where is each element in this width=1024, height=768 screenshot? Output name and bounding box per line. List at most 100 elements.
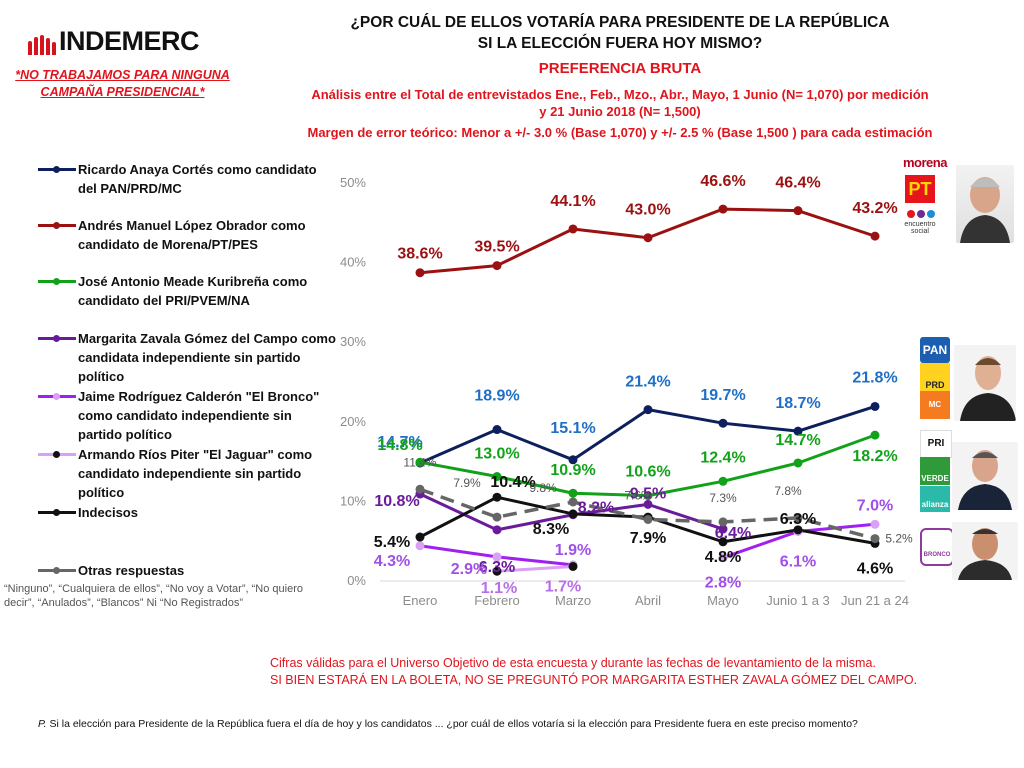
- data-point: [568, 497, 578, 507]
- data-label: 18.7%: [775, 395, 820, 412]
- candidate-photo-anaya: [954, 345, 1016, 421]
- data-label: 5.4%: [374, 534, 410, 551]
- x-tick-label: Marzo: [555, 593, 591, 608]
- data-point: [492, 472, 502, 482]
- data-label: 19.7%: [700, 387, 745, 404]
- candidate-photo-meade: [952, 442, 1018, 510]
- data-label: 6.1%: [780, 553, 816, 570]
- data-point: [643, 491, 653, 501]
- data-point: [718, 517, 728, 527]
- legend-line-marker-icon: [38, 509, 76, 516]
- data-point: [568, 488, 578, 498]
- otras-respuestas-note: “Ninguno”, “Cualquiera de ellos”, “No vo…: [4, 583, 303, 609]
- data-point: [415, 541, 425, 551]
- data-label: 4.3%: [374, 553, 410, 570]
- legend-line-marker-icon: [38, 393, 76, 400]
- data-label: 5.2%: [885, 532, 913, 546]
- data-label: 12.4%: [700, 449, 745, 466]
- data-point: [870, 401, 880, 411]
- legend-label: Jaime Rodríguez Calderón "El Bronco" com…: [78, 389, 320, 442]
- x-tick-label: Jun 21 a 24: [841, 593, 909, 608]
- validity-note: Cifras válidas para el Universo Objetivo…: [270, 655, 1010, 689]
- analysis-note: Análisis entre el Total de entrevistados…: [240, 86, 1000, 120]
- legend-label: Ricardo Anaya Cortés como candidato del …: [78, 162, 317, 196]
- title-line-1: ¿POR CUÁL DE ELLOS VOTARÍA PARA PRESIDEN…: [350, 14, 890, 31]
- data-point: [492, 525, 502, 535]
- data-point: [492, 261, 502, 271]
- data-label: 7.6%: [624, 489, 652, 503]
- data-label: 9.5%: [630, 485, 666, 502]
- data-point: [643, 405, 653, 415]
- data-point: [492, 512, 502, 522]
- legend-item-meade: José Antonio Meade Kuribreña como candid…: [38, 272, 338, 310]
- data-point: [870, 430, 880, 440]
- pan-logo: PAN: [920, 337, 950, 363]
- legend-item-jaguar: Armando Ríos Piter "El Jaguar" como cand…: [38, 445, 338, 502]
- data-point: [415, 484, 425, 494]
- data-point: [718, 524, 728, 534]
- y-tick-label: 20%: [340, 414, 366, 429]
- data-label: 13.0%: [474, 446, 519, 463]
- data-label: 10.6%: [625, 464, 670, 481]
- page-title: ¿POR CUÁL DE ELLOS VOTARÍA PARA PRESIDEN…: [280, 12, 960, 54]
- bronco-logo: BRONCO: [920, 528, 954, 566]
- data-point: [718, 476, 728, 486]
- legend-item-amlo: Andrés Manuel López Obrador como candida…: [38, 216, 338, 254]
- data-point: [793, 206, 803, 216]
- data-point: [718, 418, 728, 428]
- x-tick-label: Junio 1 a 3: [766, 593, 830, 608]
- data-point: [870, 231, 880, 241]
- y-axis-ticks: 0% 10% 20% 30% 40% 50%: [340, 175, 366, 588]
- legend-item-indecisos: Indecisos: [38, 503, 338, 522]
- y-tick-label: 0%: [347, 573, 366, 588]
- data-point: [415, 268, 425, 278]
- analysis-line-1: Análisis entre el Total de entrevistados…: [311, 87, 929, 102]
- legend-item-bronco: Jaime Rodríguez Calderón "El Bronco" com…: [38, 387, 338, 444]
- candidate-photo-amlo: [956, 165, 1014, 243]
- legend-label: Otras respuestas: [78, 563, 185, 578]
- prd-logo: PRD: [920, 363, 950, 391]
- legend-line-marker-icon: [38, 222, 76, 229]
- data-label: 1.1%: [481, 580, 517, 597]
- data-point: [870, 519, 880, 529]
- data-label: 8.3%: [533, 521, 569, 538]
- data-point: [643, 499, 653, 509]
- data-point: [718, 553, 728, 563]
- data-label: 6.3%: [479, 559, 515, 576]
- data-label: 39.5%: [474, 239, 519, 256]
- pt-logo: PT: [905, 175, 935, 203]
- data-label: 18.2%: [852, 448, 897, 465]
- pes-dots-icon: [906, 207, 936, 219]
- pes-logo: encuentro social: [904, 221, 936, 235]
- data-label: 18.9%: [474, 388, 519, 405]
- data-point: [793, 525, 803, 535]
- data-point: [415, 532, 425, 542]
- data-label: 7.8%: [774, 484, 802, 498]
- legend-item-otras: Otras respuestas: [38, 561, 338, 580]
- data-point: [793, 426, 803, 436]
- series-labels: 14.7% 18.9% 15.1% 21.4% 19.7% 18.7% 21.8% 38.6%…: [374, 173, 913, 597]
- logo-bars-icon: [28, 35, 56, 55]
- data-label: 7.9%: [453, 476, 481, 490]
- data-label: 7.9%: [630, 530, 666, 547]
- disclaimer: *NO TRABAJAMOS PARA NINGUNA CAMPAÑA PRES…: [15, 68, 230, 99]
- pri-pvem-na-group: PRI VERDE alianza: [918, 430, 1024, 520]
- mc-logo: MC: [920, 391, 950, 419]
- legend-line-marker-icon: [38, 166, 76, 173]
- pan-prd-mc-group: PAN PRD MC: [918, 337, 1024, 427]
- x-axis-ticks: Enero Febrero Marzo Abril Mayo Junio 1 a 3 Jun…: [403, 593, 909, 608]
- data-label: 11.4%: [403, 455, 436, 469]
- survey-question: P. Si la elección para Presidente de la …: [38, 718, 1018, 730]
- data-point: [870, 534, 880, 544]
- x-tick-label: Mayo: [707, 593, 739, 608]
- data-point: [492, 425, 502, 435]
- y-tick-label: 40%: [340, 255, 366, 270]
- title-line-2: SI LA ELECCIÓN FUERA HOY MISMO?: [477, 35, 763, 52]
- data-label: 2.9%: [451, 561, 487, 578]
- data-point: [718, 204, 728, 214]
- legend-label: Margarita Zavala Gómez del Campo como ca…: [78, 331, 336, 384]
- y-tick-label: 10%: [340, 493, 366, 508]
- data-label: 43.0%: [625, 202, 670, 219]
- morena-pt-pes-group: morena PT encuentro social: [903, 155, 1023, 250]
